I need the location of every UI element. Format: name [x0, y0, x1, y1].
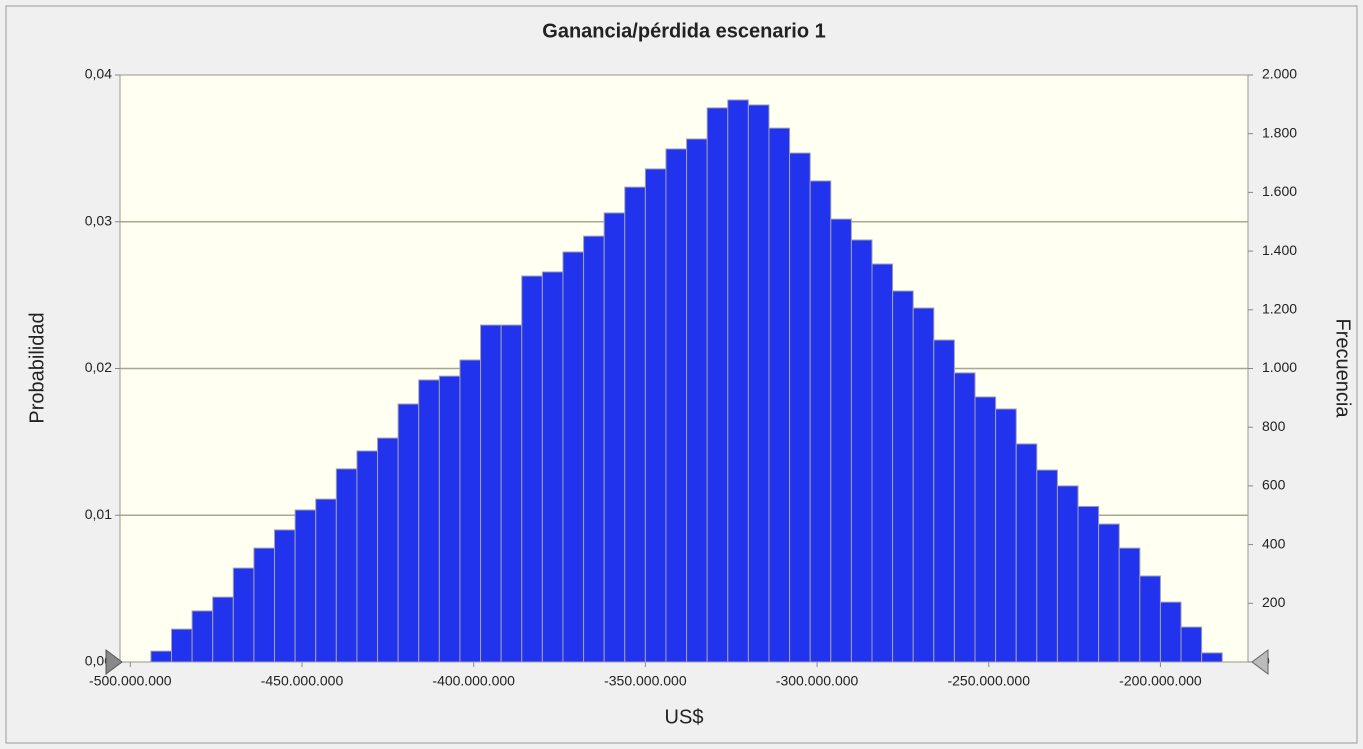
left-slider[interactable]: [105, 649, 123, 675]
y-axis-label: Probabilidad: [26, 312, 48, 423]
bar: [706, 107, 729, 663]
bar: [912, 307, 935, 663]
x-tick-label: -300.000.000: [776, 673, 859, 689]
bar: [809, 180, 832, 663]
bar: [583, 235, 605, 663]
bar: [459, 359, 482, 663]
bar: [418, 379, 440, 663]
x-axis-label: US$: [665, 706, 704, 728]
bar: [274, 529, 296, 663]
bar: [212, 596, 234, 663]
bar: [1159, 601, 1182, 663]
bar: [397, 403, 420, 663]
y2-tick-label: 200: [1262, 594, 1286, 610]
y2-tick-label: 1.400: [1262, 242, 1297, 258]
y2-tick-label: 400: [1262, 535, 1286, 551]
y2-tick-label: 1.600: [1262, 183, 1297, 199]
bar: [933, 339, 955, 663]
bar: [1139, 575, 1161, 663]
bar: [1015, 443, 1038, 663]
x-tick-label: -500.000.000: [89, 673, 172, 689]
bar: [892, 290, 914, 663]
y-tick-label: 0,00: [85, 653, 112, 669]
x-tick-label: -250.000.000: [947, 673, 1030, 689]
y2-axis-label: Frecuencia: [1332, 319, 1354, 419]
y2-tick-label: 1.800: [1262, 124, 1297, 140]
bar: [541, 271, 564, 663]
bar: [480, 324, 502, 663]
bar: [315, 498, 337, 663]
bar: [624, 186, 646, 663]
y2-tick-label: 600: [1262, 477, 1286, 493]
bar: [686, 138, 708, 663]
y-tick-label: 0,01: [85, 506, 112, 522]
bar: [789, 152, 811, 663]
bar: [1118, 547, 1141, 663]
bar: [191, 610, 214, 663]
x-tick-label: -400.000.000: [432, 673, 515, 689]
y2-tick-label: 1.200: [1262, 301, 1297, 317]
bar: [500, 324, 523, 663]
bar: [953, 372, 976, 663]
bar: [995, 408, 1017, 663]
bar: [1077, 505, 1100, 663]
x-tick-label: -200.000.000: [1119, 673, 1202, 689]
y-tick-label: 0,03: [85, 212, 112, 228]
right-slider[interactable]: [1251, 649, 1269, 675]
bar: [438, 375, 461, 663]
bar: [521, 275, 543, 663]
bar: [377, 437, 399, 663]
y-tick-label: 0,04: [85, 66, 112, 82]
bar: [562, 251, 585, 663]
x-tick-label: -350.000.000: [604, 673, 687, 689]
bar: [871, 263, 894, 663]
bar: [665, 148, 688, 663]
x-tick-label: -450.000.000: [261, 673, 344, 689]
bar: [356, 450, 379, 663]
bar: [171, 628, 193, 663]
bar: [644, 168, 667, 663]
y2-tick-label: 1.000: [1262, 359, 1297, 375]
chart-title: Ganancia/pérdida escenario 1: [542, 20, 825, 42]
bar: [830, 218, 852, 663]
bar: [335, 468, 358, 663]
bar: [747, 104, 770, 663]
bar: [253, 547, 276, 663]
bar: [1036, 469, 1058, 663]
y2-tick-label: 800: [1262, 418, 1286, 434]
bar: [1180, 626, 1203, 663]
y2-tick-label: 2.000: [1262, 66, 1297, 82]
bar: [294, 509, 317, 663]
bar: [850, 239, 873, 663]
y-tick-label: 0,02: [85, 359, 112, 375]
bar: [727, 99, 749, 663]
bar: [768, 127, 791, 663]
bar: [603, 212, 626, 663]
bar: [1056, 485, 1079, 663]
bar: [974, 396, 997, 663]
bar: [150, 650, 173, 663]
bar: [232, 567, 255, 663]
bar: [1098, 523, 1120, 663]
bar: [1201, 652, 1223, 663]
